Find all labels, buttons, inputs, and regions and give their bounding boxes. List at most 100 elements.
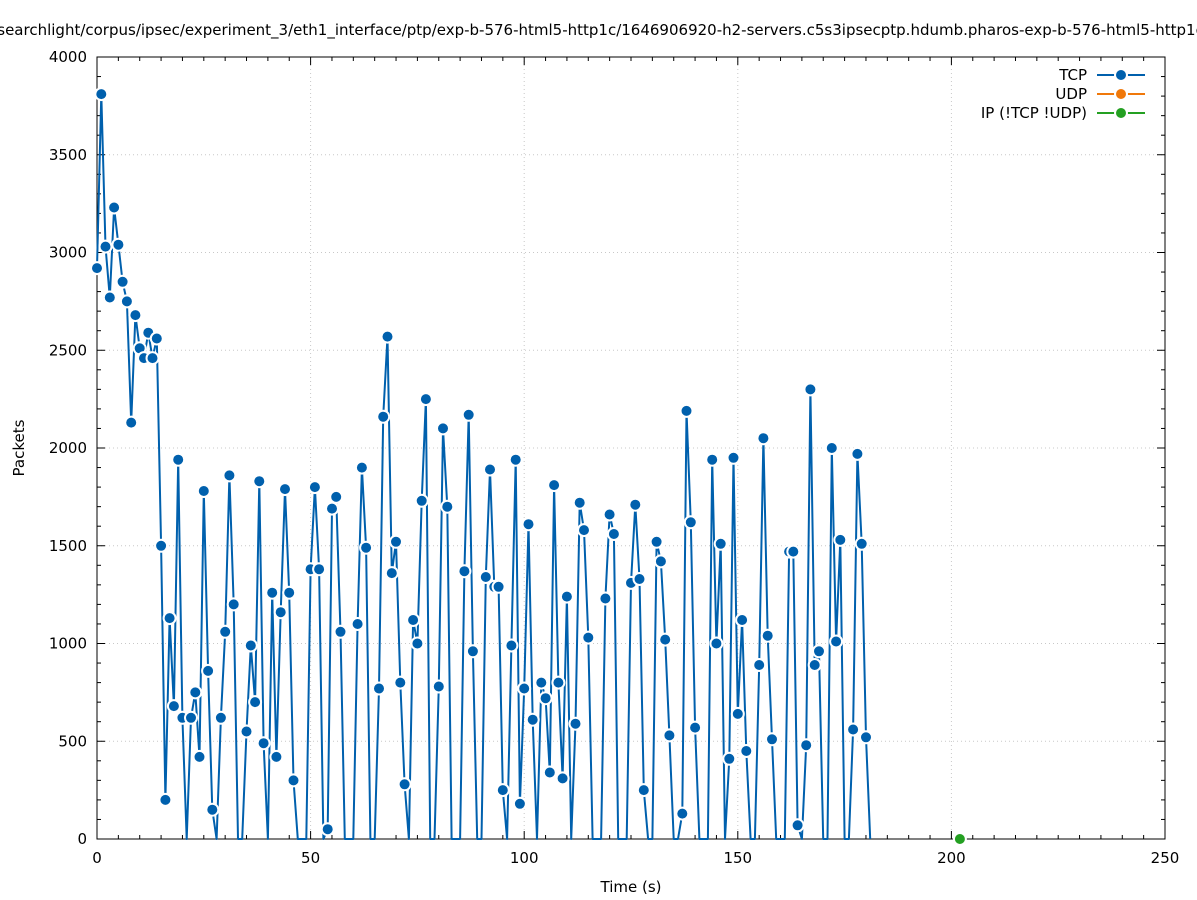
data-point <box>679 403 694 418</box>
data-point <box>722 751 737 766</box>
x-tick-label: 100 <box>510 849 539 867</box>
data-point <box>649 534 664 549</box>
data-point <box>577 523 591 538</box>
data-point <box>265 585 280 600</box>
data-point <box>846 722 861 737</box>
data-point <box>581 630 596 645</box>
data-point <box>739 744 754 758</box>
data-point <box>662 728 677 743</box>
data-point <box>628 497 643 512</box>
data-point <box>534 675 549 690</box>
data-point <box>154 538 169 553</box>
data-point <box>461 407 476 422</box>
data-point <box>184 710 198 725</box>
data-point <box>354 460 369 475</box>
data-point <box>273 605 288 620</box>
y-tick-label: 500 <box>58 732 87 750</box>
data-point <box>372 681 386 696</box>
data-point <box>218 624 233 639</box>
data-point <box>632 572 647 586</box>
data-point <box>393 675 408 690</box>
data-point <box>521 517 536 532</box>
data-point <box>752 658 767 672</box>
data-point <box>688 720 703 735</box>
y-tick-label: 1000 <box>49 635 87 653</box>
data-point <box>765 732 779 747</box>
data-point <box>325 501 339 516</box>
data-point <box>222 468 237 483</box>
data-point <box>709 636 724 651</box>
data-point <box>850 446 865 461</box>
data-point <box>440 499 455 514</box>
data-point <box>572 495 587 510</box>
series-line <box>96 93 872 840</box>
data-point <box>517 681 532 696</box>
data-point <box>790 818 805 833</box>
data-point <box>653 554 668 569</box>
data-point <box>547 478 562 493</box>
data-point <box>282 585 297 600</box>
data-point <box>213 710 228 725</box>
data-point <box>735 613 750 627</box>
data-point <box>478 570 493 584</box>
y-tick-label: 1500 <box>49 537 87 555</box>
data-point <box>824 441 839 455</box>
data-point <box>333 624 348 639</box>
data-point <box>760 628 775 643</box>
data-point <box>799 738 814 753</box>
data-point <box>192 749 207 764</box>
data-point <box>329 489 344 504</box>
data-point <box>107 200 122 215</box>
y-tick-label: 0 <box>77 830 87 848</box>
data-point <box>188 685 203 700</box>
data-point <box>854 536 869 551</box>
data-point <box>171 452 186 467</box>
series-ip-tcp-udp <box>952 832 967 846</box>
data-point <box>705 452 720 467</box>
data-point <box>239 724 254 739</box>
data-point <box>111 237 126 252</box>
data-point <box>807 658 822 672</box>
data-point <box>512 796 527 811</box>
data-point <box>248 695 263 710</box>
data-point <box>256 736 271 751</box>
data-point <box>559 589 574 604</box>
x-tick-label: 50 <box>301 849 320 867</box>
series-tcp <box>90 87 873 840</box>
data-point <box>384 566 399 581</box>
data-point <box>465 644 480 659</box>
data-point <box>436 421 450 436</box>
axis-ticks <box>96 56 1166 840</box>
data-point <box>359 540 374 555</box>
data-point <box>162 611 177 626</box>
data-point <box>602 507 617 522</box>
data-point <box>166 699 181 714</box>
data-point <box>205 802 220 817</box>
data-point <box>598 591 613 606</box>
data-point <box>115 274 130 289</box>
data-point <box>397 777 412 792</box>
data-point <box>406 613 421 627</box>
axis-tick-labels: 0 500 1000 1500 2000 2500 3000 3500 4000 0 50 100 15… <box>49 48 1180 867</box>
data-point <box>418 392 433 407</box>
y-tick-label: 3000 <box>49 244 87 262</box>
data-point <box>504 638 519 653</box>
data-point <box>90 261 104 276</box>
data-point <box>525 712 540 727</box>
legend-label: IP (!TCP !UDP) <box>981 104 1087 122</box>
data-point <box>786 544 801 559</box>
x-tick-label: 200 <box>937 849 966 867</box>
data-point <box>483 462 497 477</box>
data-point <box>803 382 818 397</box>
data-point <box>410 636 425 651</box>
data-point <box>226 597 241 612</box>
legend-label: TCP <box>1058 66 1087 84</box>
data-point <box>457 564 472 579</box>
data-point <box>124 415 139 430</box>
y-tick-label: 3500 <box>49 146 87 164</box>
data-point <box>431 679 446 694</box>
data-point <box>726 450 741 465</box>
data-point <box>538 691 553 706</box>
